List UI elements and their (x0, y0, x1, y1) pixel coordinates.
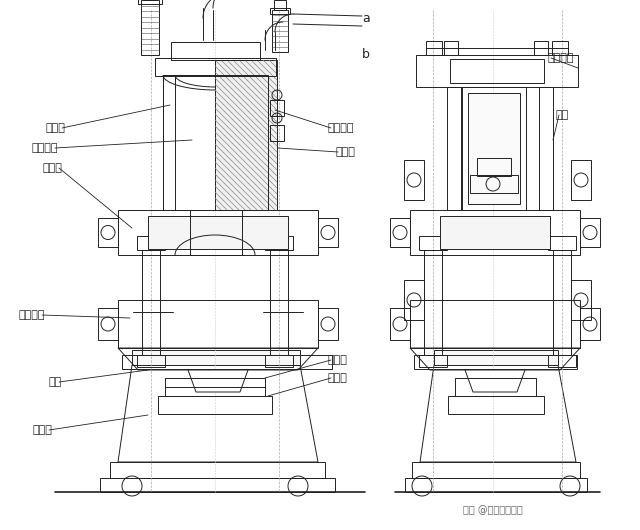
Bar (137, 236, 165, 250)
Text: 上砧块: 上砧块 (328, 355, 348, 365)
Bar (98, 218, 118, 247)
Bar (155, 58, 276, 76)
Bar (414, 355, 577, 369)
Bar (270, 250, 288, 355)
Bar (539, 87, 553, 210)
Bar (265, 355, 293, 367)
Bar (163, 75, 268, 210)
Bar (580, 308, 600, 340)
Bar (265, 236, 293, 250)
Bar (390, 308, 410, 340)
Bar (404, 160, 424, 200)
Polygon shape (434, 350, 558, 365)
Bar (190, 210, 242, 255)
Bar (440, 216, 550, 249)
Bar (148, 216, 288, 249)
Polygon shape (132, 350, 300, 365)
Bar (416, 55, 578, 87)
Bar (412, 462, 580, 478)
Bar (318, 308, 338, 340)
Bar (270, 100, 284, 116)
Text: 下横梁: 下横梁 (32, 425, 52, 435)
Bar (444, 41, 458, 55)
Bar (118, 300, 318, 348)
Bar (141, 0, 159, 55)
Bar (163, 75, 268, 210)
Bar (98, 308, 118, 340)
Bar (419, 355, 447, 367)
Bar (462, 87, 526, 210)
Bar (410, 210, 580, 255)
Bar (548, 355, 576, 367)
Text: 回程横梁: 回程横梁 (548, 53, 575, 63)
Text: a: a (362, 12, 370, 24)
Bar (455, 378, 536, 396)
Bar (138, 0, 162, 4)
Bar (548, 236, 576, 250)
Text: b: b (362, 49, 370, 61)
Text: 头条 @科技智能制造: 头条 @科技智能制造 (463, 505, 523, 515)
Bar (571, 160, 591, 200)
Bar (447, 87, 461, 210)
Bar (426, 41, 442, 55)
Text: 工作柱塞: 工作柱塞 (31, 143, 58, 153)
Bar (158, 396, 272, 414)
Bar (580, 218, 600, 247)
Bar (142, 250, 160, 355)
Bar (272, 10, 288, 52)
Bar (215, 60, 277, 210)
Text: 回程柱塞: 回程柱塞 (328, 123, 355, 133)
Bar (419, 236, 447, 250)
Bar (318, 218, 338, 247)
Polygon shape (188, 370, 248, 392)
Text: 活动横梁: 活动横梁 (19, 310, 45, 320)
Text: 上横梁: 上横梁 (42, 163, 62, 173)
Bar (175, 75, 256, 210)
Bar (470, 175, 518, 193)
Bar (171, 42, 260, 60)
Bar (165, 378, 265, 396)
Text: 回程缸: 回程缸 (335, 147, 355, 157)
Bar (450, 59, 544, 83)
Text: 立柱: 立柱 (49, 377, 62, 387)
Bar (390, 218, 410, 247)
Bar (534, 41, 548, 55)
Bar (274, 0, 286, 10)
Bar (110, 462, 325, 478)
Bar (468, 93, 520, 204)
Bar (571, 280, 591, 320)
Bar (552, 41, 568, 55)
Polygon shape (465, 370, 525, 392)
Text: 下砧块: 下砧块 (328, 373, 348, 383)
Bar (137, 355, 165, 367)
Bar (404, 280, 424, 320)
Bar (118, 210, 318, 255)
Text: 拉杆: 拉杆 (556, 110, 569, 120)
Bar (553, 250, 571, 355)
Bar (410, 300, 580, 348)
Bar (122, 355, 332, 369)
Bar (100, 478, 335, 492)
Bar (448, 396, 544, 414)
Bar (477, 158, 511, 176)
Text: 工作缸: 工作缸 (45, 123, 65, 133)
Bar (405, 478, 587, 492)
Bar (270, 125, 284, 141)
Bar (424, 250, 442, 355)
Bar (270, 8, 290, 14)
